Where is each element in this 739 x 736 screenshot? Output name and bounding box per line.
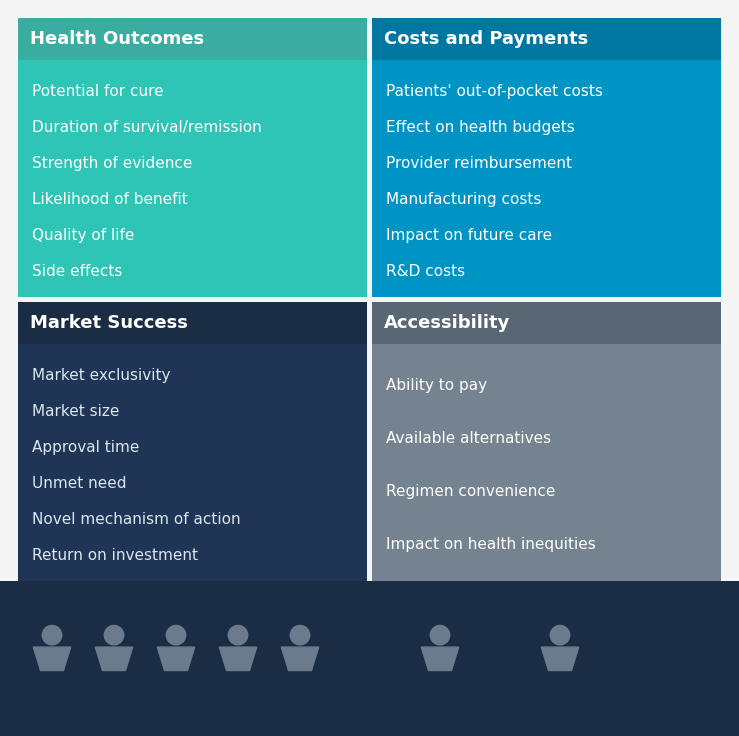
Circle shape <box>290 625 310 645</box>
Polygon shape <box>95 647 133 670</box>
Bar <box>18 60 367 297</box>
Text: Regimen convenience: Regimen convenience <box>386 484 556 499</box>
Bar <box>18 344 367 581</box>
Text: R&D costs: R&D costs <box>386 264 465 279</box>
Text: Quality of life: Quality of life <box>32 228 134 243</box>
Text: Effect on health budgets: Effect on health budgets <box>386 120 575 135</box>
Polygon shape <box>541 647 579 670</box>
Text: Unmet need: Unmet need <box>32 476 126 491</box>
Text: Available alternatives: Available alternatives <box>386 431 551 446</box>
Circle shape <box>103 625 124 645</box>
Polygon shape <box>282 647 319 670</box>
Text: Strength of evidence: Strength of evidence <box>32 156 192 171</box>
Bar <box>0 581 739 736</box>
Bar <box>18 18 367 60</box>
Circle shape <box>550 625 571 645</box>
Text: Side effects: Side effects <box>32 264 123 279</box>
Circle shape <box>166 625 186 645</box>
Text: Market exclusivity: Market exclusivity <box>32 368 171 383</box>
Text: Impact on health inequities: Impact on health inequities <box>386 537 596 551</box>
Text: Patients' out-of-pocket costs: Patients' out-of-pocket costs <box>386 84 603 99</box>
Bar <box>372 344 721 581</box>
Polygon shape <box>421 647 459 670</box>
Text: Health Outcomes: Health Outcomes <box>30 30 204 48</box>
Polygon shape <box>219 647 256 670</box>
Text: Manufacturing costs: Manufacturing costs <box>386 192 542 208</box>
Text: Costs and Payments: Costs and Payments <box>384 30 588 48</box>
Bar <box>18 302 367 344</box>
Text: Provider reimbursement: Provider reimbursement <box>386 156 572 171</box>
Text: Approval time: Approval time <box>32 440 140 455</box>
Text: Novel mechanism of action: Novel mechanism of action <box>32 512 241 527</box>
Text: Market Success: Market Success <box>30 314 188 332</box>
Polygon shape <box>33 647 71 670</box>
Text: Impact on future care: Impact on future care <box>386 228 552 243</box>
Text: Market size: Market size <box>32 404 120 419</box>
Text: Potential for cure: Potential for cure <box>32 84 163 99</box>
Bar <box>372 302 721 344</box>
Circle shape <box>41 625 62 645</box>
Bar <box>372 60 721 297</box>
Circle shape <box>429 625 450 645</box>
Text: Return on investment: Return on investment <box>32 548 198 563</box>
Text: Ability to pay: Ability to pay <box>386 378 487 393</box>
Text: Duration of survival/remission: Duration of survival/remission <box>32 120 262 135</box>
Text: Accessibility: Accessibility <box>384 314 511 332</box>
Circle shape <box>228 625 248 645</box>
Text: Likelihood of benefit: Likelihood of benefit <box>32 192 188 208</box>
Polygon shape <box>157 647 194 670</box>
Bar <box>372 18 721 60</box>
